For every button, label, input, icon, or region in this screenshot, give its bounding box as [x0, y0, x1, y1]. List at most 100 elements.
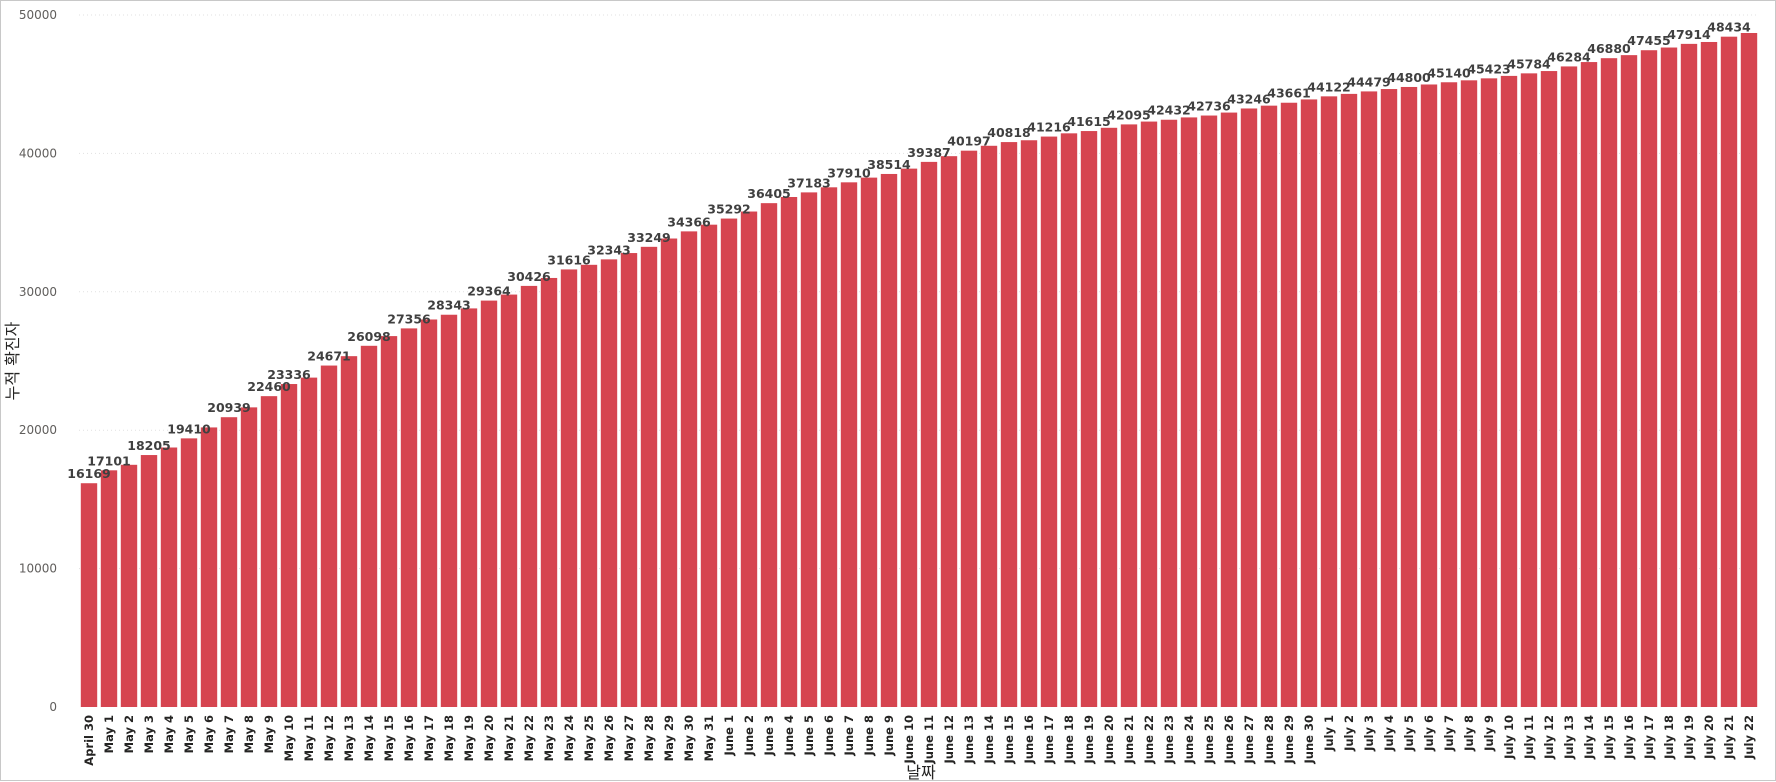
- bar[interactable]: [1360, 91, 1378, 707]
- bar[interactable]: [800, 192, 818, 708]
- bar[interactable]: [380, 336, 398, 707]
- bar[interactable]: [920, 161, 938, 708]
- bar[interactable]: [1440, 82, 1458, 708]
- bar[interactable]: [460, 308, 478, 707]
- bar[interactable]: [500, 294, 518, 707]
- bar[interactable]: [1060, 133, 1078, 707]
- bar[interactable]: [1300, 99, 1318, 707]
- x-tick-label: June 28: [1262, 715, 1276, 764]
- bar[interactable]: [540, 277, 558, 707]
- x-tick-label: May 1: [102, 715, 116, 753]
- bar[interactable]: [520, 285, 538, 707]
- bar[interactable]: [1480, 78, 1498, 707]
- bar[interactable]: [1000, 142, 1018, 708]
- bar[interactable]: [200, 427, 218, 707]
- bar[interactable]: [1180, 117, 1198, 707]
- bar[interactable]: [1620, 55, 1638, 708]
- bar[interactable]: [1600, 58, 1618, 708]
- bar[interactable]: [740, 211, 758, 707]
- bar[interactable]: [1660, 47, 1678, 708]
- bar[interactable]: [600, 259, 618, 707]
- x-tick-label: July 13: [1562, 715, 1576, 760]
- bar[interactable]: [680, 231, 698, 707]
- bar[interactable]: [660, 238, 678, 708]
- data-label: 23336: [267, 367, 311, 382]
- bar[interactable]: [620, 253, 638, 707]
- bar[interactable]: [1540, 71, 1558, 707]
- bar[interactable]: [440, 314, 458, 707]
- bar[interactable]: [780, 196, 798, 707]
- bar[interactable]: [480, 300, 498, 707]
- x-tick-label: July 7: [1442, 715, 1456, 752]
- bar[interactable]: [360, 345, 378, 707]
- bar[interactable]: [1020, 140, 1038, 707]
- bar[interactable]: [120, 464, 138, 707]
- bar[interactable]: [820, 187, 838, 708]
- bar[interactable]: [160, 447, 178, 708]
- bar[interactable]: [860, 177, 878, 707]
- bar[interactable]: [260, 396, 278, 707]
- bar[interactable]: [1420, 84, 1438, 707]
- bar[interactable]: [1080, 131, 1098, 707]
- bar[interactable]: [420, 319, 438, 707]
- bar[interactable]: [560, 269, 578, 707]
- bar[interactable]: [1040, 136, 1058, 707]
- bar[interactable]: [1580, 62, 1598, 707]
- data-label: 19410: [167, 421, 211, 436]
- bar[interactable]: [300, 377, 318, 707]
- bar[interactable]: [1400, 86, 1418, 707]
- x-tick-label: July 3: [1362, 715, 1376, 752]
- bar[interactable]: [1720, 36, 1738, 707]
- bar[interactable]: [580, 264, 598, 707]
- data-label: 33249: [627, 230, 671, 245]
- bar[interactable]: [760, 203, 778, 708]
- bar[interactable]: [100, 470, 118, 707]
- bar[interactable]: [840, 182, 858, 707]
- bar[interactable]: [1280, 102, 1298, 708]
- bar[interactable]: [80, 483, 98, 707]
- bar[interactable]: [1680, 43, 1698, 707]
- bar[interactable]: [640, 246, 658, 707]
- bar[interactable]: [1380, 89, 1398, 707]
- bar[interactable]: [1640, 50, 1658, 708]
- bar[interactable]: [720, 218, 738, 707]
- bar[interactable]: [1200, 115, 1218, 708]
- bar[interactable]: [180, 438, 198, 707]
- bar[interactable]: [1460, 80, 1478, 707]
- bar[interactable]: [280, 384, 298, 707]
- data-label: 47914: [1667, 27, 1711, 42]
- bar[interactable]: [1700, 41, 1718, 708]
- bar[interactable]: [980, 145, 998, 708]
- bar[interactable]: [1340, 93, 1358, 707]
- bar[interactable]: [1120, 124, 1138, 707]
- bar[interactable]: [1740, 32, 1758, 707]
- bar[interactable]: [320, 365, 338, 707]
- data-label: 46880: [1587, 41, 1631, 56]
- bar[interactable]: [1260, 105, 1278, 708]
- bar[interactable]: [340, 356, 358, 707]
- data-label: 18205: [127, 438, 171, 453]
- x-tick-label: May 12: [322, 715, 336, 761]
- bar[interactable]: [1560, 66, 1578, 707]
- bar[interactable]: [700, 224, 718, 707]
- bar[interactable]: [1220, 112, 1238, 707]
- bar[interactable]: [880, 173, 898, 707]
- data-label: 45423: [1467, 61, 1511, 76]
- bar[interactable]: [240, 407, 258, 707]
- bar[interactable]: [1240, 108, 1258, 708]
- bar[interactable]: [1500, 75, 1518, 707]
- bar[interactable]: [140, 455, 158, 707]
- bar[interactable]: [960, 150, 978, 707]
- bar[interactable]: [400, 328, 418, 707]
- bar[interactable]: [1100, 127, 1118, 707]
- bar[interactable]: [220, 417, 238, 707]
- x-tick-label: May 30: [682, 715, 696, 761]
- bar[interactable]: [1160, 119, 1178, 708]
- x-tick-label: July 15: [1602, 715, 1616, 760]
- bar[interactable]: [1320, 96, 1338, 708]
- bar[interactable]: [900, 168, 918, 707]
- x-tick-label: July 11: [1522, 715, 1536, 760]
- bar[interactable]: [940, 156, 958, 708]
- bar[interactable]: [1140, 121, 1158, 708]
- bar[interactable]: [1520, 73, 1538, 708]
